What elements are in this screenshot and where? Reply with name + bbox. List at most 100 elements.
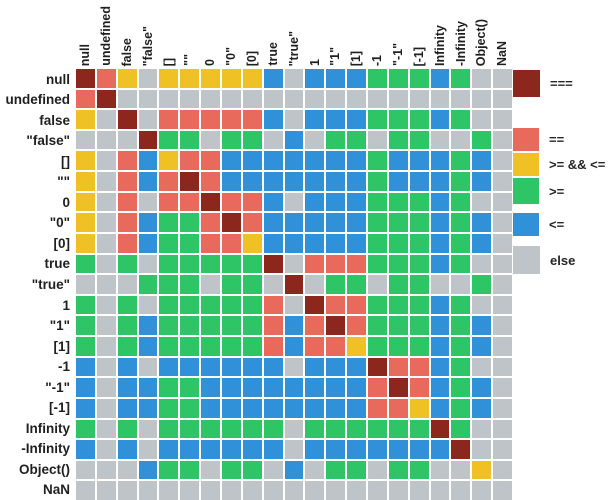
matrix-cell [409,481,429,500]
matrix-cell [472,337,492,356]
matrix-cell [117,481,137,500]
matrix-cell [263,316,283,336]
matrix-cell [201,233,220,253]
matrix-cell [222,110,241,129]
matrix-cell [493,172,512,191]
matrix-cell [159,460,179,480]
matrix-cell [326,110,346,129]
matrix-cell [117,357,137,377]
matrix-cell [263,233,283,253]
matrix-cell [347,337,366,356]
matrix-cell [222,419,241,439]
column-header: Object() [472,0,491,66]
matrix-cell [326,357,346,377]
matrix-cell [472,130,492,150]
matrix-cell [388,213,408,232]
matrix-cell [201,275,220,294]
matrix-cell [263,110,283,129]
column-header: "-1" [389,0,408,66]
matrix-cell [263,172,283,191]
matrix-cell [305,275,325,294]
matrix-cell [159,275,179,294]
matrix-cell [430,357,450,377]
matrix-cell [222,275,241,294]
matrix-cell [409,275,429,294]
matrix-cell [493,213,512,232]
matrix-cell [409,69,429,88]
column-header-label: "false" [140,25,155,66]
matrix-cell [138,357,158,377]
row-header: -1 [57,359,70,375]
matrix-cell [284,89,304,109]
row-header: true [44,256,70,272]
matrix-cell [326,254,346,274]
matrix-cell [409,172,429,191]
matrix-cell [451,254,471,274]
matrix-cell [201,89,220,109]
matrix-cell [409,316,429,336]
matrix-cell [263,89,283,109]
matrix-cell [388,337,408,356]
matrix-cell [263,295,283,315]
matrix-cell [472,275,492,294]
matrix-cell [263,275,283,294]
row-header: 0 [62,194,70,210]
matrix-cell [493,151,512,171]
matrix-cell [493,419,512,439]
matrix-cell [305,378,325,397]
matrix-cell [388,172,408,191]
matrix-cell [326,275,346,294]
matrix-cell [305,419,325,439]
matrix-cell [201,172,220,191]
matrix-cell [222,130,241,150]
matrix-cell [263,151,283,171]
matrix-cell [451,357,471,377]
matrix-cell [305,172,325,191]
matrix-cell [347,378,366,397]
matrix-cell [242,440,262,459]
matrix-cell [409,192,429,212]
matrix-cell [472,460,492,480]
matrix-cell [493,89,512,109]
matrix-cell [180,151,200,171]
matrix-cell [326,69,346,88]
matrix-cell [117,213,137,232]
matrix-cell [305,130,325,150]
matrix-cell [326,460,346,480]
matrix-cell [222,233,241,253]
matrix-cell [201,357,220,377]
matrix-cell [493,316,512,336]
matrix-cell [138,337,158,356]
matrix-cell [96,316,116,336]
matrix-cell [409,130,429,150]
matrix-cell [409,151,429,171]
matrix-cell [263,419,283,439]
matrix-cell [117,172,137,191]
matrix-cell [451,130,471,150]
matrix-cell [138,130,158,150]
legend-item-strict-equal: === [513,70,573,97]
matrix-cell [201,213,220,232]
matrix-cell [284,69,304,88]
column-header-label: false [119,37,134,67]
matrix-cell [159,295,179,315]
matrix-cell [451,233,471,253]
matrix-cell [305,110,325,129]
column-header: false [118,0,137,67]
matrix-cell [242,275,262,294]
matrix-cell [76,69,95,88]
column-header-label: "-1" [391,43,406,66]
column-header-label: true [265,42,280,66]
matrix-cell [201,254,220,274]
matrix-cell [159,151,179,171]
matrix-cell [138,233,158,253]
matrix-cell [388,110,408,129]
matrix-cell [159,110,179,129]
matrix-cell [159,481,179,500]
matrix-cell [138,110,158,129]
matrix-cell [242,460,262,480]
matrix-cell [284,316,304,336]
matrix-cell [493,110,512,129]
matrix-cell [305,460,325,480]
matrix-cell [430,398,450,418]
